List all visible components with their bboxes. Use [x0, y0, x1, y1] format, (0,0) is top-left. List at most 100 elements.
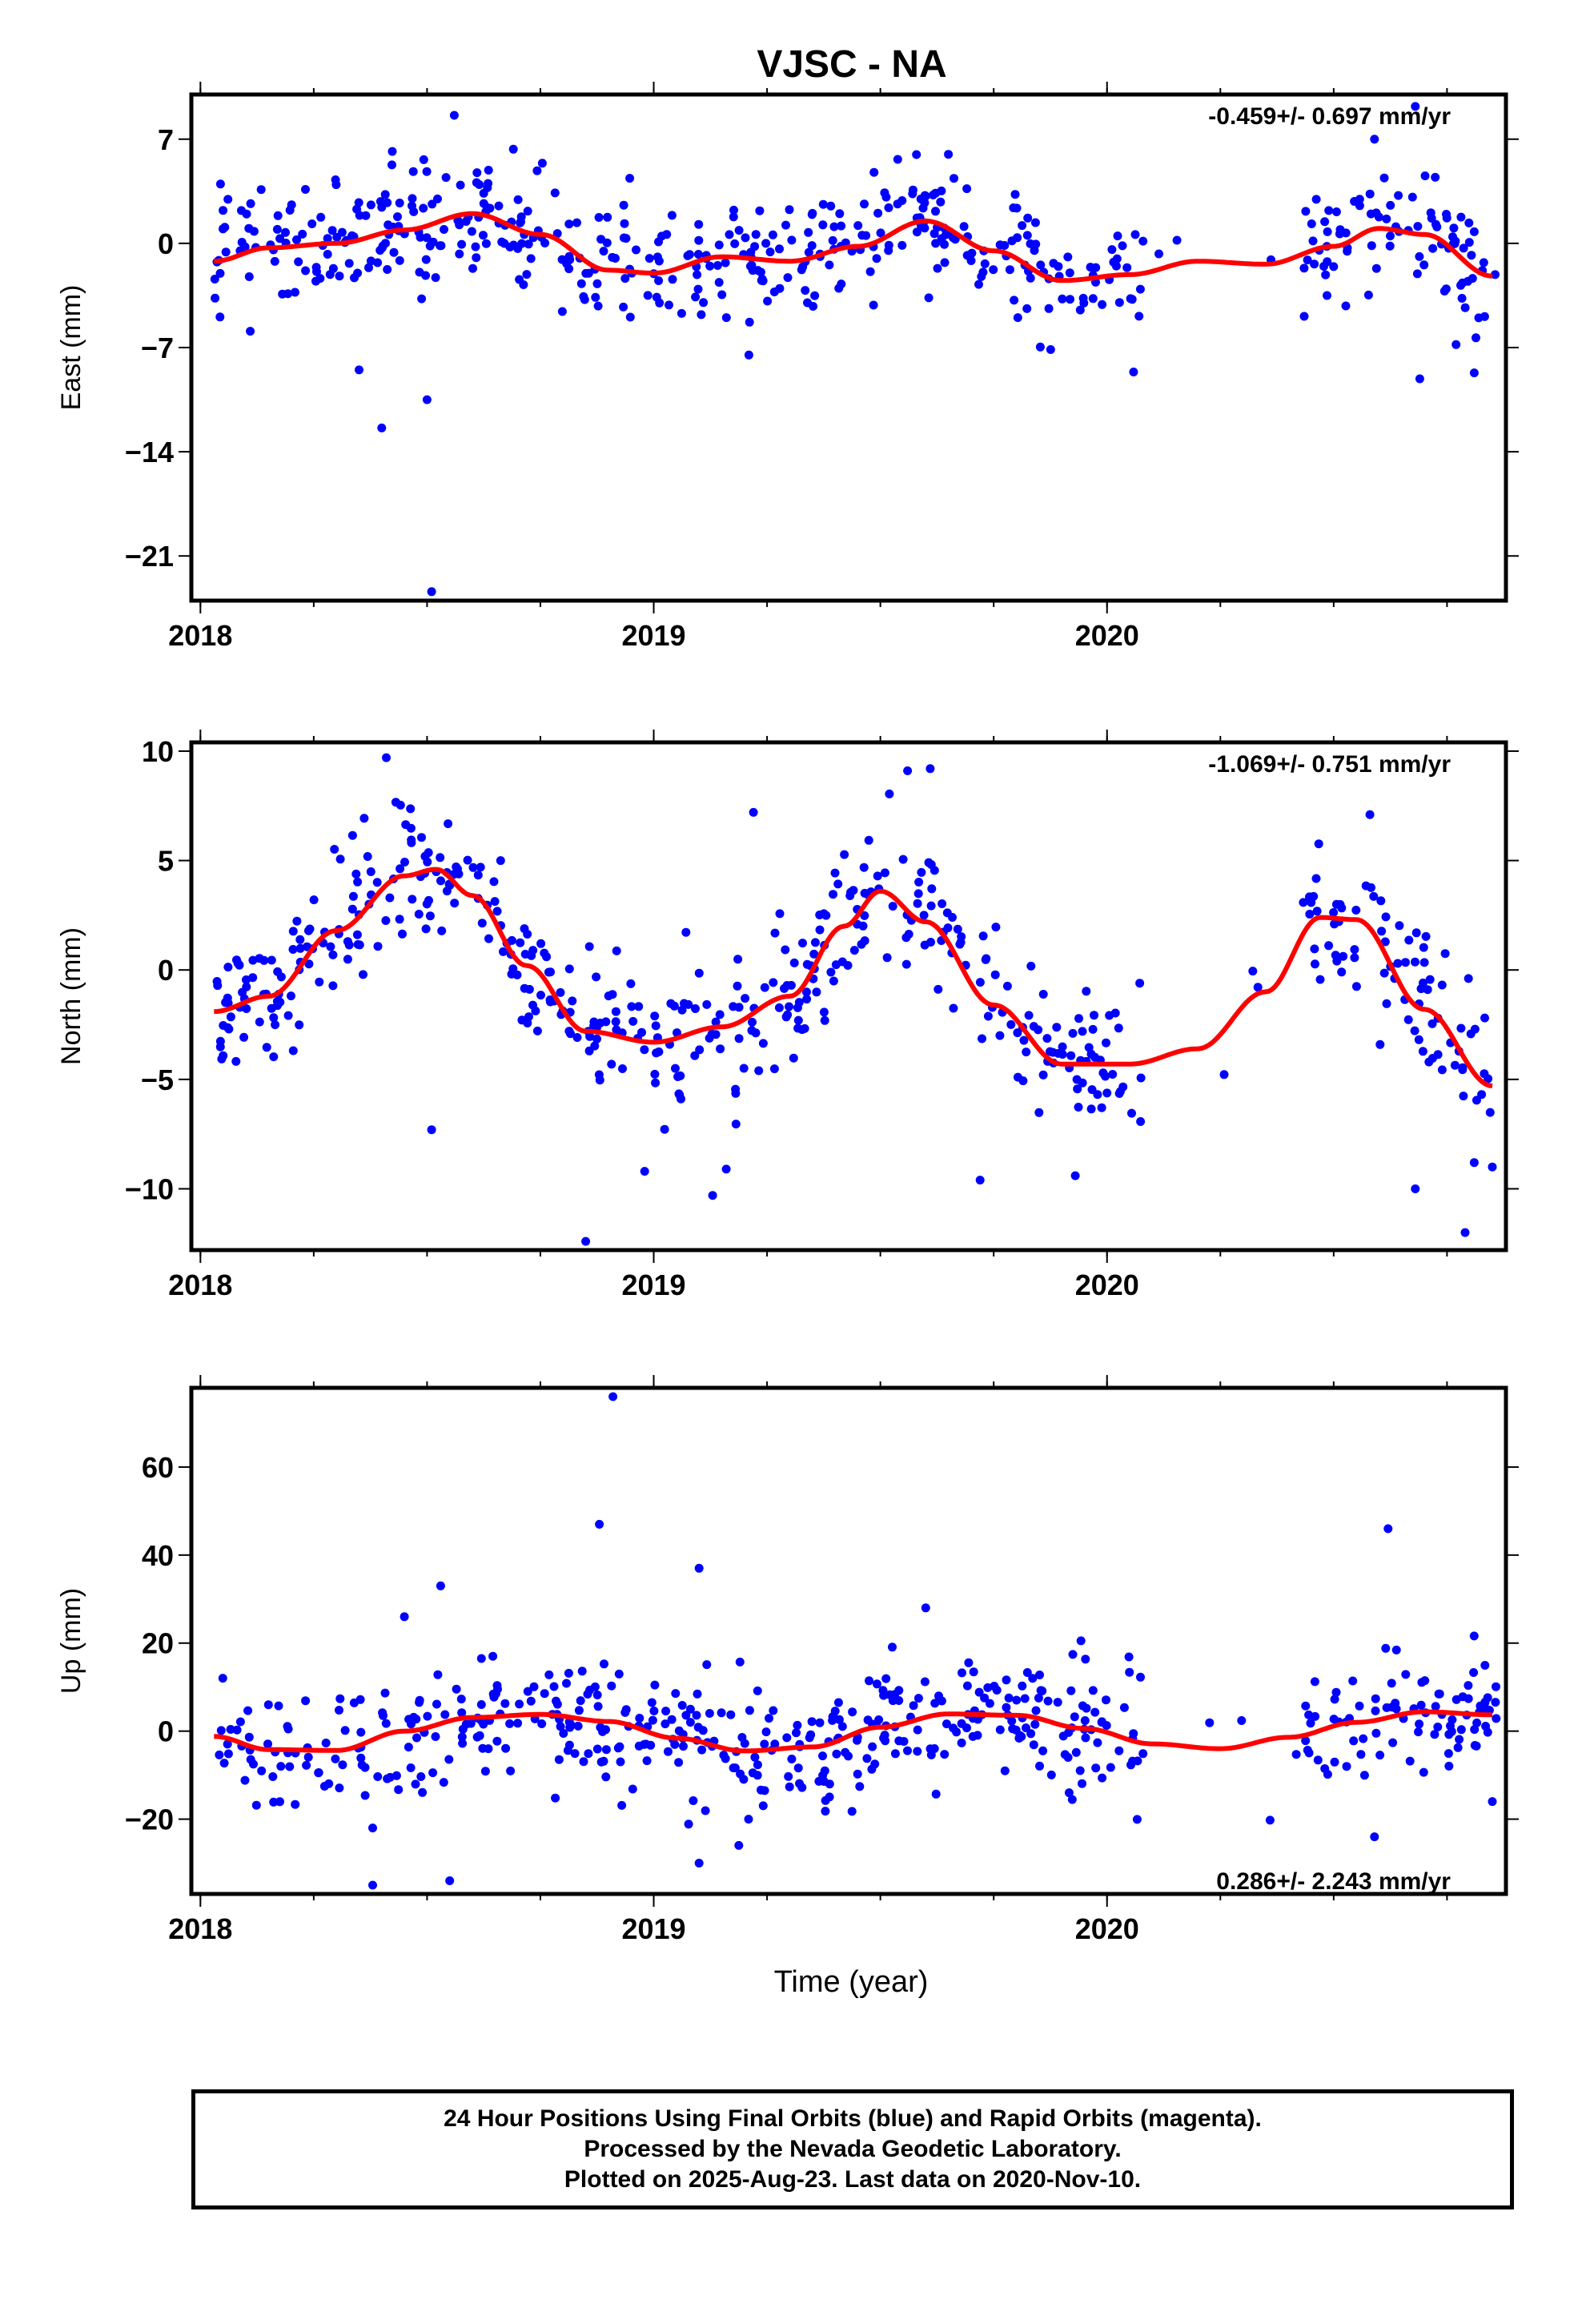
data-point	[651, 1021, 661, 1031]
data-point	[785, 1002, 793, 1011]
data-point	[1329, 1715, 1339, 1724]
y-tick-label: 60	[142, 1451, 174, 1484]
data-point	[219, 206, 228, 215]
data-point	[1415, 1719, 1424, 1729]
data-point	[920, 191, 930, 200]
data-point	[888, 902, 897, 911]
data-point	[862, 1754, 872, 1763]
data-point	[303, 1752, 313, 1762]
data-point	[661, 1719, 670, 1729]
data-point	[849, 946, 859, 955]
data-point	[1022, 1723, 1030, 1733]
data-point	[1034, 1693, 1043, 1703]
data-point	[872, 1679, 881, 1689]
data-point	[1127, 295, 1137, 304]
data-point	[444, 819, 453, 829]
plot-frame	[189, 92, 1508, 603]
data-point	[1472, 333, 1480, 343]
data-point	[477, 919, 487, 928]
data-point	[1034, 1108, 1044, 1117]
data-point	[1382, 999, 1391, 1008]
data-point	[1068, 1028, 1078, 1038]
data-point	[1080, 1716, 1090, 1725]
data-point	[1484, 1074, 1493, 1084]
data-point	[781, 220, 790, 230]
data-point	[552, 229, 562, 239]
data-point	[373, 942, 383, 951]
data-point	[872, 254, 881, 263]
data-point	[801, 987, 811, 997]
y-tick-label: 7	[158, 123, 174, 156]
data-point	[942, 230, 950, 239]
data-point	[1012, 203, 1022, 213]
data-point	[409, 207, 419, 216]
data-point	[829, 890, 837, 899]
data-point	[1237, 1716, 1247, 1725]
data-point	[1107, 245, 1117, 255]
data-point	[1329, 908, 1339, 917]
data-point	[717, 1708, 726, 1718]
data-point	[584, 1749, 593, 1759]
data-point	[323, 234, 332, 243]
data-point	[1320, 217, 1330, 227]
data-point	[711, 1017, 721, 1027]
data-point	[768, 230, 777, 239]
data-point	[781, 1012, 791, 1022]
data-point	[1415, 374, 1424, 384]
data-point	[1371, 1706, 1380, 1715]
data-point	[757, 275, 767, 283]
data-point	[532, 166, 542, 175]
data-point	[729, 1002, 738, 1011]
data-point	[798, 262, 808, 271]
data-point	[1395, 921, 1404, 931]
data-point	[808, 208, 817, 218]
data-point	[248, 973, 258, 983]
north-y-axis-label: North (mm)	[56, 927, 86, 1065]
data-point	[1370, 135, 1379, 144]
data-point	[1006, 1019, 1016, 1029]
data-point	[1458, 1692, 1468, 1702]
data-point	[211, 293, 220, 303]
data-point	[1026, 961, 1036, 971]
data-point	[215, 1036, 225, 1046]
data-point	[1387, 1679, 1396, 1688]
data-point	[1098, 1068, 1108, 1078]
data-point	[694, 1563, 704, 1573]
data-point	[1349, 1736, 1359, 1746]
data-point	[821, 1807, 830, 1816]
data-point	[338, 1760, 347, 1770]
data-point	[425, 241, 435, 251]
data-point	[417, 294, 427, 304]
data-point	[592, 972, 601, 982]
data-point	[381, 916, 391, 925]
data-point	[373, 1772, 383, 1781]
data-point	[927, 884, 937, 894]
data-point	[1115, 1087, 1125, 1096]
data-point	[1012, 1695, 1022, 1705]
data-point	[613, 1743, 623, 1753]
data-point	[421, 924, 431, 934]
data-point	[747, 260, 757, 270]
data-point	[381, 239, 390, 248]
data-point	[684, 1819, 693, 1829]
data-point	[1371, 263, 1381, 273]
data-point	[1470, 1741, 1480, 1750]
data-point	[677, 1701, 687, 1710]
data-point	[1219, 1070, 1229, 1080]
data-point	[269, 1013, 279, 1023]
data-point	[694, 1859, 704, 1868]
data-point	[619, 302, 628, 312]
data-point	[291, 1799, 300, 1809]
data-point	[884, 240, 893, 250]
data-point	[1393, 959, 1403, 968]
data-point	[557, 255, 567, 264]
fit-curve	[214, 211, 1493, 283]
data-point	[298, 229, 307, 239]
data-point	[278, 289, 287, 299]
data-point	[1253, 983, 1263, 992]
data-point	[1386, 200, 1395, 210]
data-point	[694, 235, 704, 245]
data-point	[980, 1693, 990, 1703]
data-point	[1309, 891, 1319, 901]
data-point	[476, 862, 485, 872]
